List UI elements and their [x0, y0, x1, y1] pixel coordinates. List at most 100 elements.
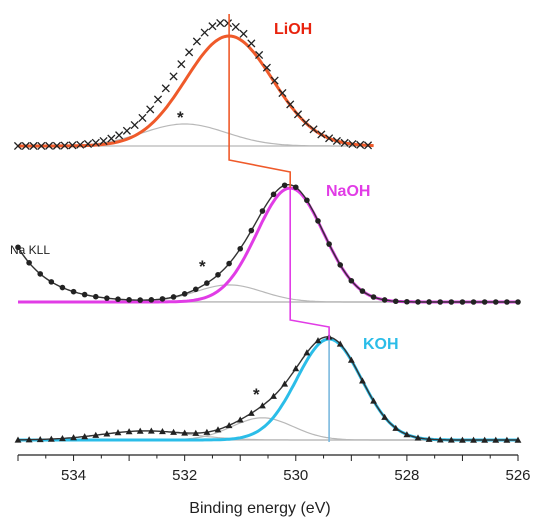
naoh-data-point-6 — [81, 291, 88, 298]
lioh-data-point-36 — [293, 110, 303, 119]
series-label-koh: KOH — [363, 336, 399, 353]
naoh-data-point-15 — [181, 291, 188, 297]
lioh-data-point-28 — [231, 22, 240, 31]
koh-data-point-23 — [270, 392, 277, 399]
x-axis-title: Binding energy (eV) — [189, 500, 330, 517]
naoh-data-point-43 — [492, 299, 499, 305]
lioh-data-point-35 — [286, 100, 295, 109]
koh-main-fit — [18, 337, 518, 442]
lioh-data-point-7 — [68, 141, 77, 150]
koh-data-point-27 — [314, 337, 322, 344]
koh-data-point-11 — [136, 427, 144, 434]
koh-data-point-4 — [59, 435, 66, 442]
koh-data-point-20 — [236, 416, 244, 423]
naoh-data-point-35 — [404, 298, 410, 305]
naoh-data-point-5 — [70, 288, 77, 295]
lioh-data-point-2 — [29, 141, 38, 151]
koh-data-point-43 — [492, 436, 500, 443]
lioh-data-point-37 — [301, 118, 310, 127]
naoh-data-point-2 — [37, 271, 44, 277]
naoh-data-point-0 — [15, 244, 21, 251]
koh-data-point-0 — [14, 436, 22, 443]
x-tick-label-534: 534 — [61, 467, 86, 484]
naoh-data-point-7 — [92, 293, 99, 300]
naoh-data-point-34 — [392, 298, 399, 305]
lioh-data-point-12 — [107, 134, 116, 143]
koh-data-point-42 — [481, 436, 489, 443]
naoh-data-point-25 — [292, 184, 299, 191]
naoh-data-point-18 — [215, 271, 221, 278]
naoh-data-point-24 — [281, 182, 288, 189]
naoh-data-point-32 — [370, 294, 377, 300]
koh-data-point-24 — [281, 380, 289, 387]
lioh-data-point-0 — [13, 141, 23, 151]
lioh-data-point-34 — [278, 88, 287, 98]
lioh-data-point-13 — [115, 131, 124, 140]
lioh-data-point-31 — [255, 50, 264, 60]
lioh-data-point-26 — [216, 18, 225, 28]
lioh-data-point-25 — [208, 22, 217, 31]
series-label-lioh: LiOH — [274, 21, 312, 38]
koh-data-point-45 — [514, 436, 522, 443]
koh-data-point-3 — [47, 435, 55, 442]
koh-data-point-12 — [147, 427, 155, 434]
lioh-data-point-19 — [161, 84, 170, 93]
lioh-data-point-4 — [45, 141, 54, 150]
lioh-data-point-21 — [177, 60, 186, 69]
koh-data-point-40 — [459, 436, 466, 443]
koh-data-point-16 — [192, 429, 200, 436]
naoh-data-point-33 — [381, 297, 388, 303]
lioh-data-point-30 — [247, 39, 256, 48]
lioh-data-point-15 — [130, 121, 139, 130]
koh-data-point-37 — [425, 435, 433, 442]
naoh-data-point-19 — [226, 260, 232, 267]
naoh-data-point-29 — [337, 262, 344, 268]
lioh-data-point-42 — [340, 138, 349, 147]
naoh-data-point-27 — [315, 218, 321, 224]
koh-data-point-39 — [447, 436, 455, 443]
naoh-data-point-38 — [437, 299, 444, 305]
naoh-data-point-8 — [104, 295, 110, 301]
naoh-data-point-1 — [26, 259, 32, 266]
lioh-data-point-8 — [76, 140, 85, 149]
naoh-data-point-14 — [170, 294, 177, 300]
naoh-data-point-28 — [326, 241, 332, 247]
koh-data-point-30 — [347, 356, 355, 363]
naoh-data-point-17 — [204, 280, 210, 286]
koh-data-point-26 — [303, 349, 311, 356]
koh-data-point-21 — [247, 409, 255, 416]
lioh-data-point-45 — [363, 141, 373, 150]
lioh-shoulder-asterisk: * — [177, 108, 184, 127]
naoh-data-point-16 — [192, 286, 199, 293]
naoh-data-point-37 — [426, 299, 432, 305]
lioh-data-point-1 — [21, 141, 30, 151]
koh-data-point-15 — [181, 429, 189, 436]
naoh-data-point-22 — [259, 208, 266, 214]
naoh-data-point-4 — [59, 284, 66, 291]
lioh-data-point-44 — [356, 140, 365, 149]
naoh-shoulder-component — [18, 284, 518, 303]
koh-data-point-41 — [470, 436, 477, 443]
koh-shoulder-component — [18, 417, 518, 441]
naoh-data-point-12 — [148, 297, 155, 303]
naoh-data-point-20 — [237, 245, 244, 252]
lioh-data-point-33 — [270, 76, 279, 85]
koh-data-point-29 — [336, 340, 344, 347]
koh-data-point-31 — [359, 377, 366, 384]
lioh-data-point-24 — [200, 28, 209, 37]
koh-data-point-22 — [259, 402, 266, 409]
naoh-data-point-31 — [359, 288, 366, 294]
x-tick-label-528: 528 — [394, 467, 419, 484]
naoh-data-point-39 — [448, 299, 455, 305]
koh-data-point-44 — [503, 436, 511, 443]
koh-data-point-1 — [25, 436, 33, 443]
lioh-data-point-16 — [138, 113, 147, 123]
naoh-data-point-41 — [470, 299, 477, 305]
lioh-data-point-18 — [153, 95, 163, 104]
naoh-data-point-10 — [126, 297, 132, 303]
naoh-data-point-21 — [248, 227, 255, 234]
naoh-data-point-30 — [348, 277, 355, 284]
koh-data-point-35 — [403, 431, 411, 438]
lioh-data-point-5 — [52, 141, 61, 150]
